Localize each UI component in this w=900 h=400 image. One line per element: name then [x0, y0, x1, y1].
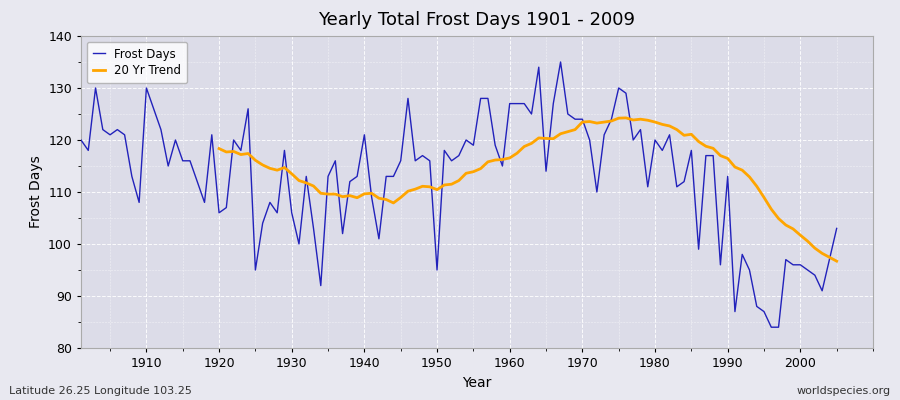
20 Yr Trend — [832, 259, 842, 264]
20 Yr Trend — [744, 174, 755, 179]
Frost Days — [766, 325, 777, 330]
20 Yr Trend — [243, 151, 254, 156]
Frost Days — [366, 195, 377, 200]
20 Yr Trend — [279, 165, 290, 170]
Frost Days — [628, 138, 639, 142]
20 Yr Trend — [511, 151, 522, 156]
20 Yr Trend — [229, 149, 239, 154]
Frost Days — [76, 138, 86, 142]
20 Yr Trend — [213, 146, 224, 151]
20 Yr Trend — [621, 116, 632, 120]
Frost Days — [555, 60, 566, 64]
Text: worldspecies.org: worldspecies.org — [796, 386, 891, 396]
Frost Days — [83, 148, 94, 153]
Frost Days — [402, 96, 413, 101]
Line: Frost Days: Frost Days — [81, 62, 837, 327]
Text: Latitude 26.25 Longitude 103.25: Latitude 26.25 Longitude 103.25 — [9, 386, 192, 396]
X-axis label: Year: Year — [463, 376, 491, 390]
Legend: Frost Days, 20 Yr Trend: Frost Days, 20 Yr Trend — [87, 42, 187, 83]
Line: 20 Yr Trend: 20 Yr Trend — [219, 118, 837, 261]
20 Yr Trend — [693, 139, 704, 144]
Frost Days — [635, 127, 646, 132]
Title: Yearly Total Frost Days 1901 - 2009: Yearly Total Frost Days 1901 - 2009 — [319, 11, 635, 29]
Y-axis label: Frost Days: Frost Days — [29, 156, 42, 228]
Frost Days — [832, 226, 842, 231]
Frost Days — [177, 158, 188, 163]
